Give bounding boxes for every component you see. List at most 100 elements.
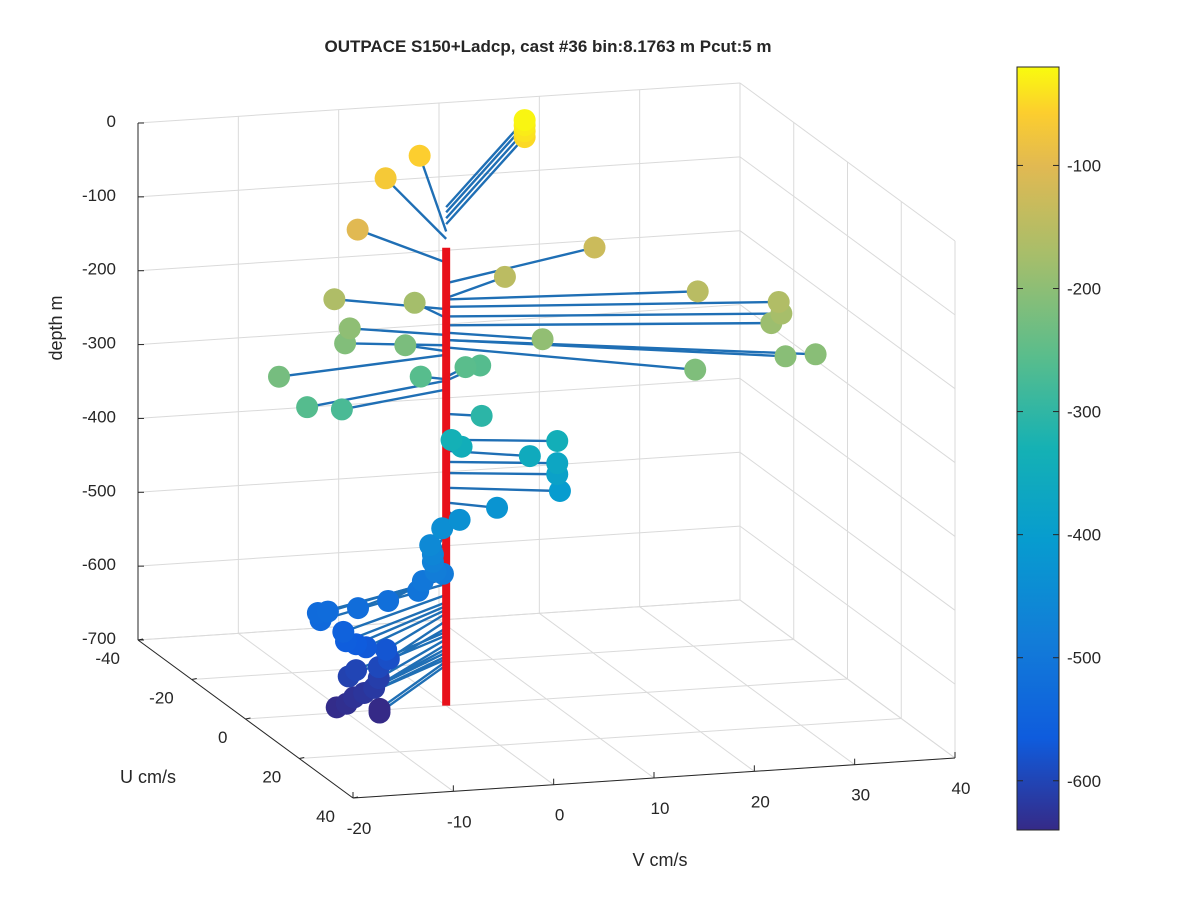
grid-line — [137, 599, 741, 641]
x-tick-label: -10 — [447, 812, 472, 831]
grid-line — [739, 156, 956, 316]
data-point — [330, 398, 353, 421]
y-tick-label: 0 — [218, 728, 227, 747]
x-tick-label: 10 — [651, 799, 670, 818]
data-point — [338, 317, 361, 340]
z-tick-label: -300 — [82, 334, 116, 353]
velocity-stick — [445, 124, 526, 214]
data-point — [486, 496, 509, 519]
velocity-stick — [349, 327, 447, 337]
grid-line — [739, 451, 956, 611]
data-point — [375, 638, 398, 661]
data-point — [684, 358, 707, 381]
grid-line — [137, 230, 741, 272]
chart-title: OUTPACE S150+Ladcp, cast #36 bin:8.1763 … — [324, 37, 771, 56]
velocity-stick — [342, 593, 447, 633]
x-axis-label: V cm/s — [632, 850, 687, 870]
y-tick-label: 40 — [316, 807, 335, 826]
z-tick-label: -700 — [82, 629, 116, 648]
data-point — [377, 589, 400, 612]
grid-line — [739, 230, 956, 390]
grid-line — [137, 82, 741, 124]
velocity-stick — [278, 353, 447, 378]
data-point — [332, 620, 355, 643]
velocity-stick — [341, 388, 447, 411]
z-tick-label: -200 — [82, 260, 116, 279]
grid-line — [739, 82, 956, 242]
colorbar-tick-label: -600 — [1067, 772, 1101, 791]
grid-line — [137, 451, 741, 493]
velocity-stick — [445, 246, 595, 285]
data-point — [513, 109, 536, 132]
z-axis-label: depth m — [46, 295, 66, 360]
colorbar-tick-label: -200 — [1067, 280, 1101, 299]
velocity-stick — [445, 130, 526, 220]
velocity-stick — [446, 346, 696, 371]
grid-line — [299, 718, 902, 759]
x-tick-label: 30 — [851, 786, 870, 805]
data-point — [409, 365, 432, 388]
data-point — [448, 508, 471, 531]
velocity-stick — [446, 486, 560, 493]
data-point — [296, 396, 319, 419]
data-point — [686, 280, 709, 303]
velocity-stick — [446, 338, 786, 358]
data-point — [368, 697, 391, 720]
grid-line — [137, 304, 741, 346]
y-tick-mark — [299, 757, 305, 759]
velocity-stick — [378, 664, 447, 714]
velocity-stick — [446, 300, 779, 309]
velocity-stick — [418, 155, 448, 232]
velocity-stick — [445, 136, 526, 225]
data-point — [767, 290, 790, 313]
colorbar-tick-label: -500 — [1067, 649, 1101, 668]
velocity-stick — [357, 228, 447, 264]
grid-line — [137, 156, 741, 198]
data-point — [531, 328, 554, 351]
data-point — [583, 236, 606, 259]
data-point — [316, 600, 339, 623]
y-tick-label: -40 — [95, 649, 120, 668]
velocity-stick — [446, 331, 543, 341]
y-axis-label: U cm/s — [120, 767, 176, 787]
velocity-stick — [388, 619, 447, 660]
velocity-stick — [378, 660, 447, 710]
data-point — [454, 356, 477, 379]
y-tick-mark — [191, 678, 197, 680]
data-point — [403, 291, 426, 314]
velocity-stick — [385, 612, 447, 651]
y-tick-mark — [352, 796, 359, 799]
axis-ticks: 0-100-200-300-400-500-600-700-40-2002040… — [82, 112, 970, 838]
x-tick-label: 40 — [952, 779, 971, 798]
grid-line — [137, 377, 741, 419]
velocity-stick — [345, 601, 447, 643]
z-tick-label: -100 — [82, 186, 116, 205]
data-point — [408, 144, 431, 167]
data-point — [431, 517, 454, 540]
data-point — [374, 167, 397, 190]
colorbar-tick-label: -300 — [1067, 403, 1101, 422]
velocity-stick — [446, 290, 698, 301]
data-point — [548, 479, 571, 502]
z-tick-label: -500 — [82, 481, 116, 500]
velocity-stick — [446, 312, 782, 318]
y-tick-label: -20 — [149, 689, 174, 708]
z-tick-label: 0 — [107, 112, 116, 131]
z-tick-label: -400 — [82, 407, 116, 426]
colorbar-gradient — [1016, 66, 1060, 831]
data-point — [470, 404, 493, 427]
data-point — [346, 218, 369, 241]
data-point — [268, 365, 291, 388]
data-point — [774, 345, 797, 368]
x-tick-label: 0 — [555, 806, 564, 825]
grid-line — [739, 525, 956, 685]
z-tick-label: -600 — [82, 555, 116, 574]
velocity-stick — [446, 321, 772, 327]
velocity-stick — [446, 460, 558, 465]
grid-line — [191, 639, 794, 680]
velocity-stick — [446, 471, 558, 476]
data-point — [546, 430, 569, 453]
data-point — [394, 334, 417, 357]
